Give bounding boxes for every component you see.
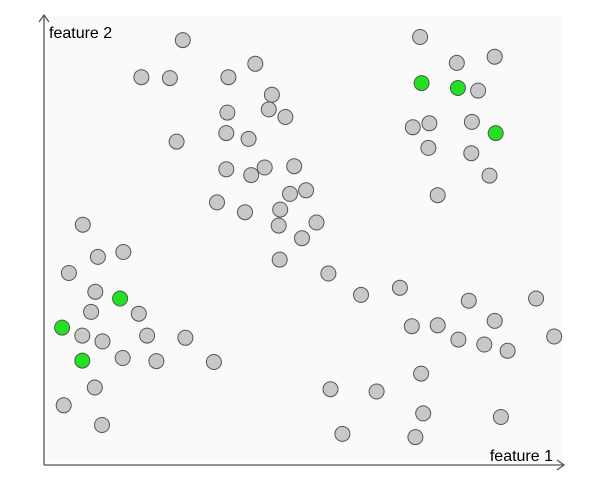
unlabeled-point	[271, 251, 288, 268]
unlabeled-point	[115, 244, 132, 260]
points-layer	[54, 29, 563, 446]
unlabeled-point	[334, 425, 351, 442]
unlabeled-point	[220, 69, 237, 86]
unlabeled-point	[403, 318, 420, 335]
unlabeled-point	[460, 292, 477, 309]
unlabeled-point	[74, 327, 91, 344]
unlabeled-point	[114, 350, 131, 366]
unlabeled-point	[429, 317, 446, 334]
unlabeled-point	[413, 365, 430, 382]
labeled-point	[449, 80, 466, 96]
unlabeled-point	[256, 159, 273, 176]
unlabeled-point	[499, 342, 516, 359]
unlabeled-point	[240, 130, 257, 147]
unlabeled-point	[415, 405, 432, 422]
unlabeled-point	[139, 327, 156, 344]
unlabeled-point	[412, 29, 429, 45]
unlabeled-point	[492, 409, 509, 425]
unlabeled-point	[174, 32, 191, 49]
unlabeled-point	[407, 429, 424, 446]
unlabeled-point	[130, 305, 147, 322]
unlabeled-point	[263, 86, 280, 103]
unlabeled-point	[298, 182, 315, 199]
unlabeled-point	[133, 69, 150, 86]
unlabeled-point	[320, 265, 337, 282]
unlabeled-point	[74, 216, 91, 233]
unlabeled-point	[148, 353, 165, 370]
labeled-point	[74, 352, 91, 369]
y-axis-label: feature 2	[49, 25, 112, 42]
y-axis-arrow	[38, 13, 50, 23]
unlabeled-point	[168, 133, 185, 150]
unlabeled-point	[282, 185, 298, 202]
unlabeled-point	[94, 417, 110, 433]
unlabeled-point	[209, 194, 225, 211]
unlabeled-point	[177, 329, 194, 346]
unlabeled-point	[463, 145, 480, 162]
unlabeled-point	[391, 279, 408, 296]
unlabeled-point	[277, 109, 294, 125]
unlabeled-point	[83, 303, 100, 320]
unlabeled-point	[420, 139, 437, 156]
x-axis-arrow	[556, 459, 566, 471]
unlabeled-point	[247, 55, 264, 72]
unlabeled-point	[237, 204, 253, 221]
labeled-point	[112, 290, 129, 307]
unlabeled-point	[89, 248, 106, 265]
unlabeled-point	[486, 48, 503, 65]
unlabeled-point	[528, 290, 545, 307]
unlabeled-point	[243, 167, 260, 184]
unlabeled-point	[218, 161, 235, 178]
labeled-point	[54, 319, 71, 336]
unlabeled-point	[448, 54, 465, 71]
unlabeled-point	[308, 214, 325, 231]
unlabeled-point	[94, 333, 111, 350]
unlabeled-point	[481, 167, 498, 184]
unlabeled-point	[219, 104, 236, 121]
x-axis-label: feature 1	[490, 448, 553, 465]
unlabeled-point	[205, 354, 222, 370]
unlabeled-point	[161, 70, 178, 87]
unlabeled-point	[218, 125, 235, 142]
unlabeled-point	[476, 336, 493, 353]
unlabeled-point	[272, 201, 289, 218]
unlabeled-point	[86, 379, 103, 396]
unlabeled-point	[286, 158, 303, 175]
unlabeled-point	[470, 82, 487, 99]
unlabeled-point	[450, 331, 467, 348]
unlabeled-point	[270, 217, 287, 234]
unlabeled-point	[294, 230, 310, 247]
unlabeled-point	[429, 187, 446, 204]
unlabeled-point	[486, 312, 503, 329]
unlabeled-point	[55, 397, 72, 414]
unlabeled-point	[421, 115, 438, 132]
labeled-point	[487, 125, 504, 142]
unlabeled-point	[87, 283, 104, 300]
unlabeled-point	[322, 381, 339, 398]
unlabeled-point	[60, 265, 77, 281]
unlabeled-point	[546, 328, 563, 345]
unlabeled-point	[260, 101, 277, 118]
labeled-point	[413, 75, 430, 92]
unlabeled-point	[368, 383, 385, 400]
unlabeled-point	[404, 119, 421, 136]
unlabeled-point	[353, 286, 369, 303]
unlabeled-point	[463, 113, 480, 130]
